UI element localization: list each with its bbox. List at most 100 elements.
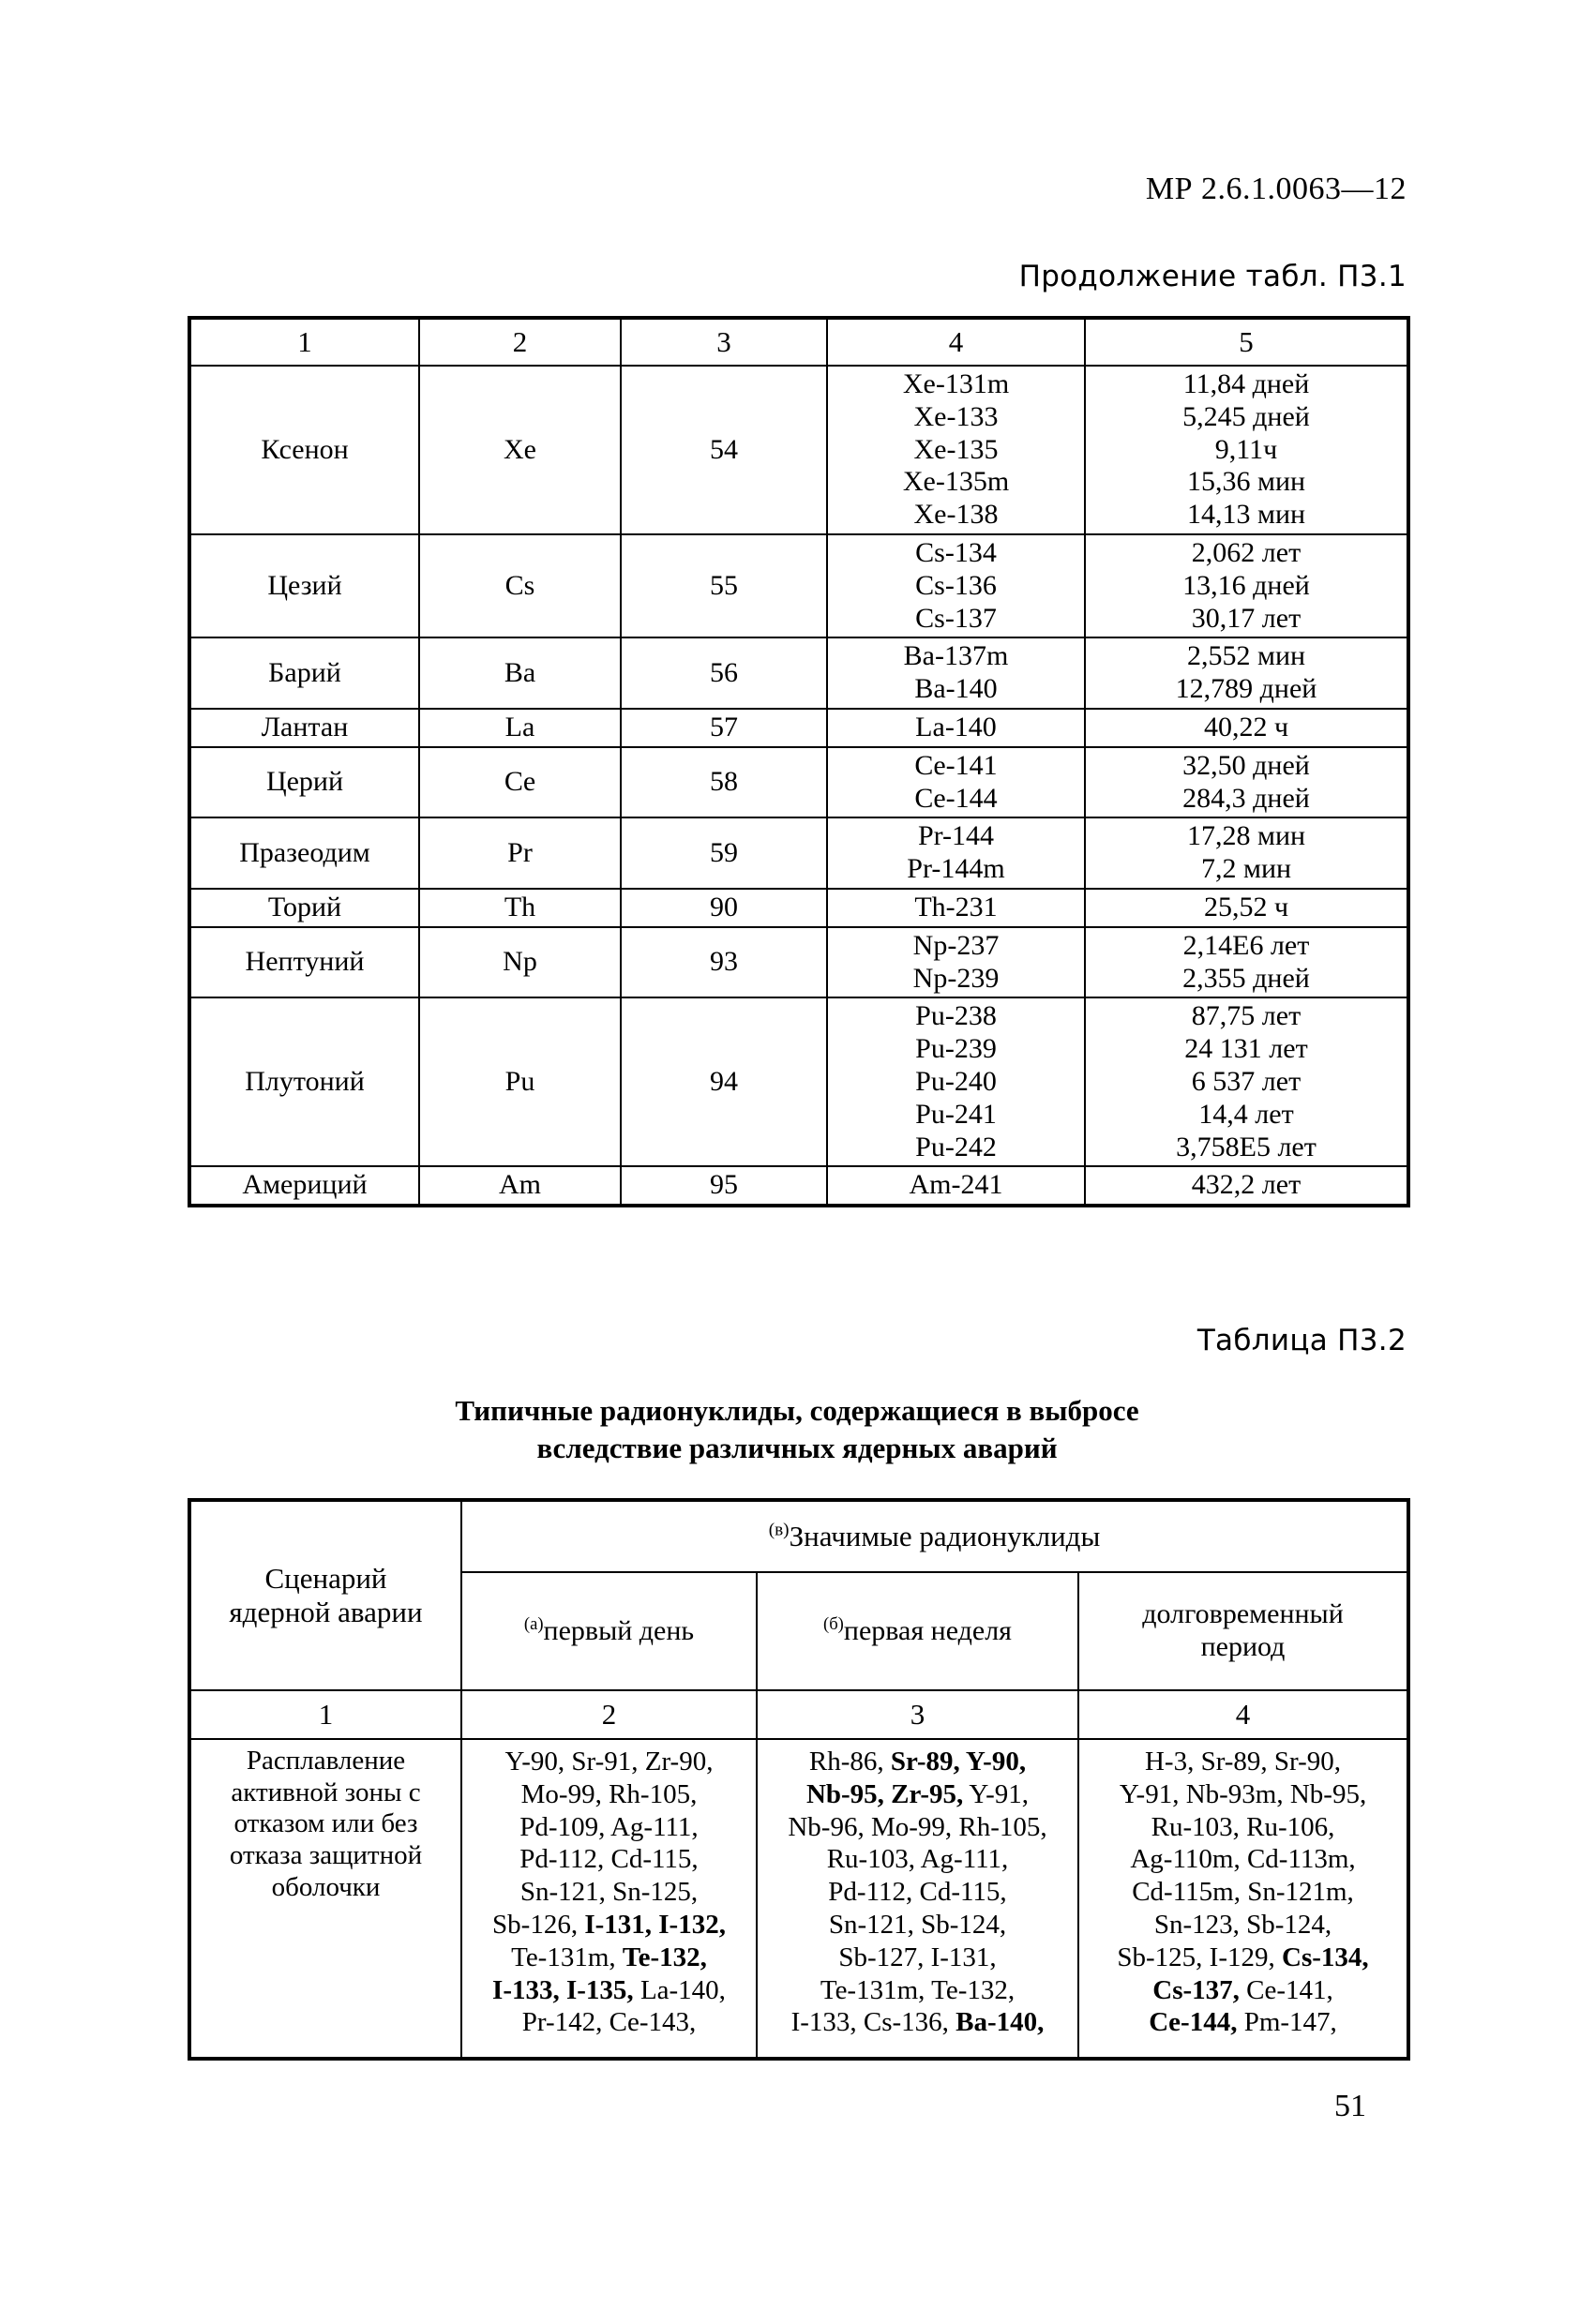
table1-cell-z: 56 <box>620 637 828 710</box>
nuclide-line: Pd-109, Ag-111, <box>519 1811 699 1842</box>
table-row: Празеодим Pr 59 Pr-144 Pr-144m 17,28 мин 7,2… <box>188 817 1409 890</box>
footnote-marker-v: (в) <box>768 1521 790 1541</box>
nuclide-line: Rh-86, Sr-89, Y-90, <box>808 1747 1027 1777</box>
table2-header-significant-nuclides: (в)Значимые радионуклиды <box>459 1499 1410 1573</box>
table2-colnum-1: 1 <box>188 1689 462 1740</box>
table2-title-line2: вследствие различных ядерных аварий <box>536 1431 1058 1464</box>
table1-cell-element: Лантан <box>188 707 420 748</box>
table-row: Нептуний Np 93 Np-237 Np-239 2,14Е6 лет 2,35… <box>188 925 1409 999</box>
table1-cell-z: 93 <box>620 925 828 999</box>
table1-cell-element: Празеодим <box>188 817 420 890</box>
table2-header-row-1: Сценарий ядерной аварии (в)Значимые ради… <box>188 1499 1410 1691</box>
table1-cell-symbol: Pr <box>418 817 622 890</box>
table-row: Ксенон Xe 54 Xe-131m Xe-133 Xe-135 Xe-135m … <box>188 365 1409 535</box>
table-row: Торий Th 90 Th-231 25,52 ч <box>188 887 1409 928</box>
table1-cell-nuclides: Pr-144 Pr-144m <box>826 817 1086 890</box>
nuclide-line: Ru-103, Ru-106, <box>1151 1811 1335 1842</box>
nuclide-line: Y-91, Nb-93m, Nb-95, <box>1119 1778 1367 1809</box>
table1-cell-halflife: 32,50 дней 284,3 дней <box>1084 745 1409 819</box>
table1-cell-element: Америций <box>188 1165 420 1207</box>
table1-cell-symbol: Np <box>418 925 622 999</box>
table1-cell-z: 58 <box>620 745 828 819</box>
nuclide-line: Sb-126, I-131, I-132, <box>492 1909 726 1940</box>
nuclide-line: Nb-96, Mo-99, Rh-105, <box>788 1811 1047 1842</box>
table-accident-scenarios: Сценарий ядерной аварии (в)Значимые ради… <box>188 1498 1411 2061</box>
table1-cell-symbol: Ce <box>418 745 622 819</box>
nuclide-line: Pr-142, Ce-143, <box>521 2007 697 2038</box>
nuclide-line: Ce-144, Pm-147, <box>1149 2007 1337 2038</box>
table-row: Лантан La 57 La-140 40,22 ч <box>188 707 1409 748</box>
nuclide-line: Y-90, Sr-91, Zr-90, <box>504 1747 714 1777</box>
table2-title-line1: Типичные радионуклиды, содержащиеся в вы… <box>455 1394 1139 1427</box>
table2-cell-first-day: Y-90, Sr-91, Zr-90, Mo-99, Rh-105, Pd-109,… <box>460 1738 758 2060</box>
table-row: Плутоний Pu 94 Pu-238 Pu-239 Pu-240 Pu-241 … <box>188 997 1409 1168</box>
table2-header-first-day: (а)первый день <box>460 1571 758 1691</box>
table2-header-row-2: (а)первый день (б)первая неделя долговре… <box>189 1571 1410 1691</box>
nuclide-line: Ag-110m, Cd-113m, <box>1130 1844 1356 1875</box>
footnote-marker-a: (а) <box>523 1614 544 1635</box>
table1-colnum-3: 3 <box>620 317 828 367</box>
table2-cell-first-week: Rh-86, Sr-89, Y-90, Nb-95, Zr-95, Y-91, Nb… <box>756 1738 1079 2060</box>
table1-cell-element: Ксенон <box>188 365 420 535</box>
table-row: Барий Ba 56 Ba-137m Ba-140 2,552 мин 12,789 … <box>188 637 1409 710</box>
nuclide-line: Ru-103, Ag-111, <box>826 1844 1009 1875</box>
table1-cell-nuclides: Cs-134 Cs-136 Cs-137 <box>826 532 1086 639</box>
table2-header-long-term: долговременный период <box>1076 1571 1410 1691</box>
table1-cell-symbol: Am <box>418 1165 622 1207</box>
table1-cell-halflife: 2,14Е6 лет 2,355 дней <box>1084 925 1409 999</box>
table1-cell-z: 55 <box>620 532 828 639</box>
nuclide-line: Nb-95, Zr-95, Y-91, <box>805 1778 1030 1809</box>
footnote-marker-b: (б) <box>823 1614 844 1635</box>
table1-cell-element: Церий <box>188 745 420 819</box>
nuclide-line: I-133, I-135, La-140, <box>492 1974 726 2005</box>
table1-cell-nuclides: Np-237 Np-239 <box>826 925 1086 999</box>
table-row: Цезий Cs 55 Cs-134 Cs-136 Cs-137 2,062 лет 1… <box>188 532 1409 639</box>
table1-cell-symbol: La <box>418 707 622 748</box>
table-row: Расплавление активной зоны с отказом или… <box>188 1738 1410 2060</box>
table1-colnum-1: 1 <box>188 317 420 367</box>
table2-header-first-week: (б)первая неделя <box>756 1571 1079 1691</box>
table1-colnum-5: 5 <box>1084 317 1409 367</box>
table1-cell-symbol: Ba <box>418 637 622 710</box>
table2-header-first-week-label: первая неделя <box>843 1615 1012 1647</box>
table1-cell-symbol: Pu <box>418 997 622 1168</box>
table1-cell-halflife: 25,52 ч <box>1084 887 1409 928</box>
table-row: Церий Ce 58 Ce-141 Ce-144 32,50 дней 284,3 д… <box>188 745 1409 819</box>
nuclide-line: Sb-127, I-131, <box>838 1942 997 1972</box>
table1-cell-z: 95 <box>620 1165 828 1207</box>
table2-header-group-label: Значимые радионуклиды <box>789 1520 1101 1553</box>
nuclide-line: Mo-99, Rh-105, <box>520 1778 698 1809</box>
table1-cell-element: Цезий <box>188 532 420 639</box>
table1-cell-halflife: 87,75 лет 24 131 лет 6 537 лет 14,4 лет … <box>1084 997 1409 1168</box>
table1-caption: Продолжение табл. П3.1 <box>1018 260 1407 293</box>
table-row: Америций Am 95 Am-241 432,2 лет <box>188 1165 1409 1207</box>
nuclide-line: Cd-115m, Sn-121m, <box>1132 1877 1354 1908</box>
table1-colnum-4: 4 <box>826 317 1086 367</box>
table1-cell-z: 90 <box>620 887 828 928</box>
nuclide-line: I-133, Cs-136, Ba-140, <box>790 2007 1045 2038</box>
nuclide-line: H-3, Sr-89, Sr-90, <box>1144 1747 1342 1777</box>
nuclide-line: Pd-112, Cd-115, <box>828 1877 1007 1908</box>
table1-cell-symbol: Th <box>418 887 622 928</box>
table1-cell-nuclides: Ce-141 Ce-144 <box>826 745 1086 819</box>
table1-cell-nuclides: La-140 <box>826 707 1086 748</box>
table1-cell-element: Нептуний <box>188 925 420 999</box>
nuclide-line: Sn-123, Sb-124, <box>1153 1909 1332 1940</box>
table2-header-scenario: Сценарий ядерной аварии <box>188 1499 462 1691</box>
table1-cell-nuclides: Am-241 <box>826 1165 1086 1207</box>
table-nuclides: 1 2 3 4 5 Ксенон Xe 54 Xe-131m Xe-133 Xe-13… <box>188 316 1410 1208</box>
table2-title: Типичные радионуклиды, содержащиеся в вы… <box>188 1392 1407 1466</box>
table1-cell-nuclides: Pu-238 Pu-239 Pu-240 Pu-241 Pu-242 <box>826 997 1086 1168</box>
nuclide-line: Sn-121, Sb-124, <box>828 1909 1007 1940</box>
table1-cell-halflife: 2,062 лет 13,16 дней 30,17 лет <box>1084 532 1409 639</box>
nuclide-line: Te-131m, Te-132, <box>511 1942 707 1972</box>
page-number: 51 <box>1334 2089 1366 2123</box>
table2-caption: Таблица П3.2 <box>1196 1324 1407 1357</box>
table1-cell-element: Барий <box>188 637 420 710</box>
table1-cell-symbol: Xe <box>418 365 622 535</box>
nuclide-line: Te-131m, Te-132, <box>820 1974 1016 2005</box>
nuclide-line: Pd-112, Cd-115, <box>519 1844 699 1875</box>
table2-colnum-4: 4 <box>1076 1689 1410 1740</box>
table2-header-first-day-label: первый день <box>543 1615 695 1647</box>
